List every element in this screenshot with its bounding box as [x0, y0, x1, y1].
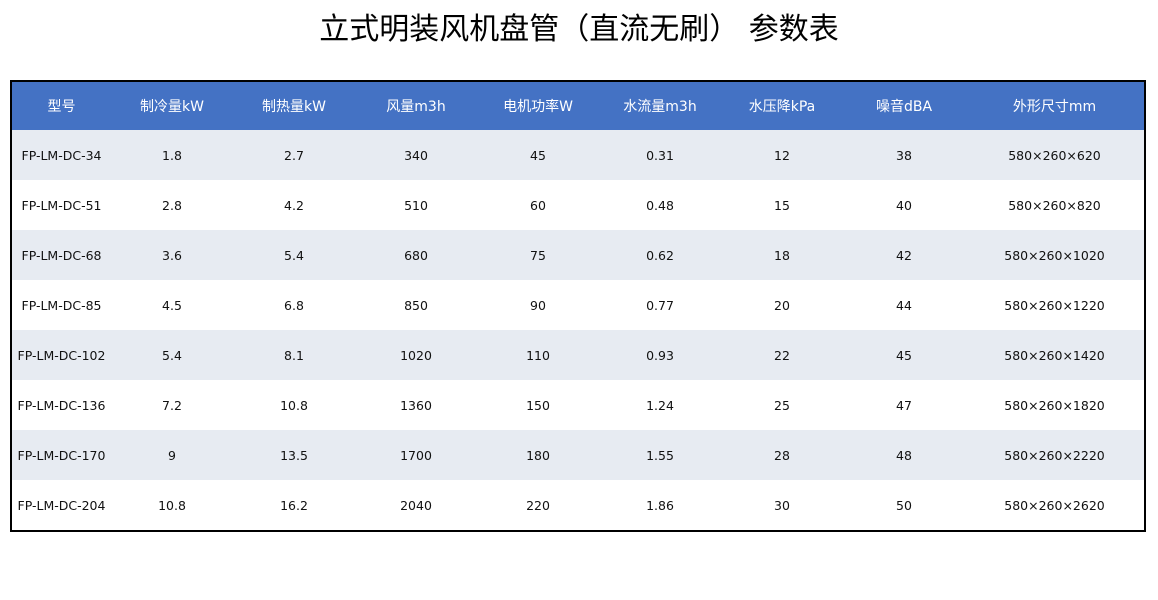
table-row: FP-LM-DC-102 5.4 8.1 1020 110 0.93 22 45 580×260…	[11, 330, 1145, 380]
table-cell: 25	[721, 380, 843, 430]
table-cell: 6.8	[233, 280, 355, 330]
column-header: 制冷量kW	[111, 81, 233, 130]
table-cell: 3.6	[111, 230, 233, 280]
table-cell: 8.1	[233, 330, 355, 380]
table-cell: FP-LM-DC-204	[11, 480, 111, 531]
table-cell: 580×260×1020	[965, 230, 1145, 280]
table-cell: FP-LM-DC-34	[11, 130, 111, 180]
table-cell: 510	[355, 180, 477, 230]
table-cell: 50	[843, 480, 965, 531]
table-cell: 580×260×2220	[965, 430, 1145, 480]
parameter-table: 型号 制冷量kW 制热量kW 风量m3h 电机功率W 水流量m3h 水压降kPa 噪音dBA 外…	[10, 80, 1146, 532]
table-cell: 9	[111, 430, 233, 480]
column-header: 风量m3h	[355, 81, 477, 130]
column-header: 噪音dBA	[843, 81, 965, 130]
table-cell: 150	[477, 380, 599, 430]
table-cell: 40	[843, 180, 965, 230]
table-cell: 20	[721, 280, 843, 330]
table-cell: 1.55	[599, 430, 721, 480]
table-cell: FP-LM-DC-51	[11, 180, 111, 230]
table-cell: 48	[843, 430, 965, 480]
table-cell: 16.2	[233, 480, 355, 531]
table-cell: 1.8	[111, 130, 233, 180]
table-cell: 90	[477, 280, 599, 330]
table-cell: 38	[843, 130, 965, 180]
table-cell: 13.5	[233, 430, 355, 480]
table-cell: 2.8	[111, 180, 233, 230]
table-cell: 0.77	[599, 280, 721, 330]
table-cell: FP-LM-DC-170	[11, 430, 111, 480]
table-cell: 1.24	[599, 380, 721, 430]
table-cell: FP-LM-DC-85	[11, 280, 111, 330]
table-row: FP-LM-DC-170 9 13.5 1700 180 1.55 28 48 580×260×…	[11, 430, 1145, 480]
table-cell: 44	[843, 280, 965, 330]
table-cell: 10.8	[233, 380, 355, 430]
table-cell: 580×260×1420	[965, 330, 1145, 380]
table-row: FP-LM-DC-136 7.2 10.8 1360 150 1.24 25 47 580×26…	[11, 380, 1145, 430]
table-cell: 180	[477, 430, 599, 480]
column-header: 制热量kW	[233, 81, 355, 130]
table-cell: 15	[721, 180, 843, 230]
table-row: FP-LM-DC-51 2.8 4.2 510 60 0.48 15 40 580×260×82…	[11, 180, 1145, 230]
table-cell: 0.31	[599, 130, 721, 180]
table-cell: 580×260×2620	[965, 480, 1145, 531]
table-cell: 5.4	[111, 330, 233, 380]
column-header: 电机功率W	[477, 81, 599, 130]
table-row: FP-LM-DC-34 1.8 2.7 340 45 0.31 12 38 580×260×62…	[11, 130, 1145, 180]
table-cell: 75	[477, 230, 599, 280]
table-cell: 4.2	[233, 180, 355, 230]
table-cell: 340	[355, 130, 477, 180]
table-cell: 580×260×620	[965, 130, 1145, 180]
table-cell: 7.2	[111, 380, 233, 430]
table-row: FP-LM-DC-204 10.8 16.2 2040 220 1.86 30 50 580×2…	[11, 480, 1145, 531]
table-cell: 0.93	[599, 330, 721, 380]
table-cell: 42	[843, 230, 965, 280]
table-cell: 10.8	[111, 480, 233, 531]
table-cell: 110	[477, 330, 599, 380]
column-header: 水流量m3h	[599, 81, 721, 130]
table-cell: 1360	[355, 380, 477, 430]
table-row: FP-LM-DC-85 4.5 6.8 850 90 0.77 20 44 580×260×12…	[11, 280, 1145, 330]
page-title: 立式明装风机盘管（直流无刷） 参数表	[319, 12, 839, 47]
table-cell: 580×260×1820	[965, 380, 1145, 430]
table-header-row: 型号 制冷量kW 制热量kW 风量m3h 电机功率W 水流量m3h 水压降kPa 噪音dBA 外…	[11, 81, 1145, 130]
table-cell: 45	[843, 330, 965, 380]
table-cell: 45	[477, 130, 599, 180]
column-header: 外形尺寸mm	[965, 81, 1145, 130]
table-cell: 5.4	[233, 230, 355, 280]
table-cell: 580×260×1220	[965, 280, 1145, 330]
table-cell: 12	[721, 130, 843, 180]
table-cell: 850	[355, 280, 477, 330]
table-cell: 2040	[355, 480, 477, 531]
table-cell: FP-LM-DC-102	[11, 330, 111, 380]
table-cell: FP-LM-DC-68	[11, 230, 111, 280]
column-header: 型号	[11, 81, 111, 130]
table-cell: 580×260×820	[965, 180, 1145, 230]
table-cell: 18	[721, 230, 843, 280]
table-cell: 220	[477, 480, 599, 531]
table-cell: 28	[721, 430, 843, 480]
table-cell: FP-LM-DC-136	[11, 380, 111, 430]
table-cell: 22	[721, 330, 843, 380]
table-cell: 30	[721, 480, 843, 531]
table-cell: 2.7	[233, 130, 355, 180]
table-row: FP-LM-DC-68 3.6 5.4 680 75 0.62 18 42 580×260×10…	[11, 230, 1145, 280]
table-cell: 1700	[355, 430, 477, 480]
table-cell: 680	[355, 230, 477, 280]
table-cell: 60	[477, 180, 599, 230]
table-cell: 0.62	[599, 230, 721, 280]
column-header: 水压降kPa	[721, 81, 843, 130]
table-cell: 1.86	[599, 480, 721, 531]
table-cell: 47	[843, 380, 965, 430]
table-cell: 1020	[355, 330, 477, 380]
table-cell: 4.5	[111, 280, 233, 330]
table-cell: 0.48	[599, 180, 721, 230]
